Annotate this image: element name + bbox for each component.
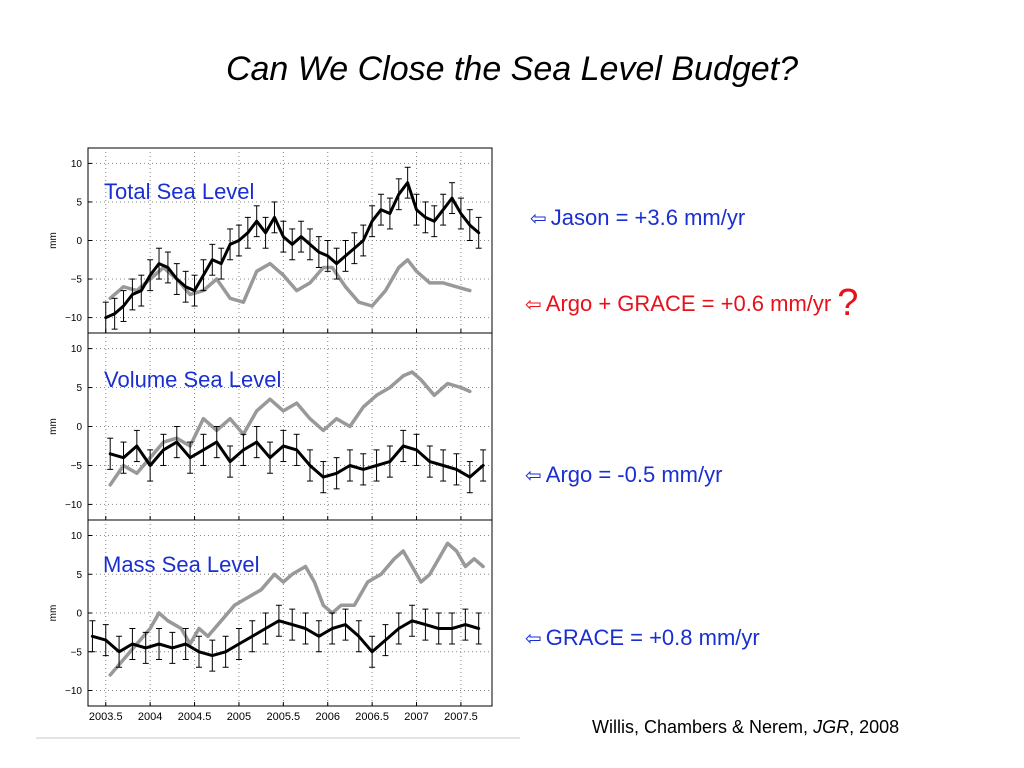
jason-annotation: ⇦ Jason = +3.6 mm/yr: [530, 205, 745, 231]
arrow-left-icon: ⇦: [525, 463, 542, 487]
x-tick-label: 2006: [315, 711, 339, 723]
y-tick-label: 0: [76, 236, 82, 247]
y-tick-label: 10: [71, 531, 83, 542]
y-axis-label: mm: [48, 418, 59, 435]
citation-journal: JGR: [813, 717, 850, 737]
citation-authors: Willis, Chambers & Nerem,: [592, 717, 809, 737]
series-line-gray: [108, 370, 472, 487]
question-mark: ?: [837, 282, 859, 324]
argo-grace-annotation-text: Argo + GRACE = +0.6 mm/yr: [545, 291, 832, 316]
arrow-left-icon: ⇦: [530, 206, 547, 230]
citation: Willis, Chambers & Nerem, JGR, 2008: [592, 717, 899, 738]
x-tick-label: 2004: [138, 711, 162, 723]
y-tick-label: 10: [71, 159, 83, 170]
jason-annotation-text: Jason = +3.6 mm/yr: [550, 205, 746, 230]
y-tick-label: −10: [65, 686, 82, 697]
panel-label: Volume Sea Level: [104, 367, 281, 392]
x-tick-label: 2007.5: [444, 711, 478, 723]
argo-annotation: ⇦ Argo = -0.5 mm/yr: [525, 462, 722, 488]
argo-grace-annotation: ⇦ Argo + GRACE = +0.6 mm/yr?: [525, 278, 859, 324]
x-tick-label: 2006.5: [355, 711, 389, 723]
grace-annotation-text: GRACE = +0.8 mm/yr: [545, 625, 760, 650]
y-tick-label: 5: [76, 570, 82, 581]
x-tick-label: 2005: [227, 711, 251, 723]
y-tick-label: 5: [76, 197, 82, 208]
series-line-black: [104, 181, 481, 320]
x-tick-label: 2005.5: [267, 711, 301, 723]
y-tick-label: 0: [76, 609, 82, 620]
panel-label: Total Sea Level: [104, 179, 254, 204]
x-tick-label: 2004.5: [178, 711, 212, 723]
y-axis-label: mm: [48, 232, 59, 249]
series-line-black: [108, 440, 485, 479]
arrow-left-icon: ⇦: [525, 292, 542, 316]
citation-year: , 2008: [849, 717, 900, 737]
y-axis-label: mm: [48, 605, 59, 622]
grace-annotation: ⇦ GRACE = +0.8 mm/yr: [525, 625, 760, 651]
x-tick-label: 2007: [404, 711, 428, 723]
series-line-gray: [108, 541, 485, 677]
y-tick-label: 0: [76, 422, 82, 433]
slide-title: Can We Close the Sea Level Budget?: [225, 50, 799, 88]
y-tick-label: 5: [76, 383, 82, 394]
panel-label: Mass Sea Level: [103, 552, 260, 577]
arrow-left-icon: ⇦: [525, 626, 542, 650]
series-line-black: [90, 619, 481, 658]
divider: [36, 737, 520, 739]
y-tick-label: −10: [65, 313, 82, 324]
y-tick-label: −5: [71, 275, 83, 286]
y-tick-label: −5: [71, 647, 83, 658]
x-tick-label: 2003.5: [89, 711, 123, 723]
y-tick-label: −5: [71, 461, 83, 472]
y-tick-label: 10: [71, 344, 83, 355]
argo-annotation-text: Argo = -0.5 mm/yr: [545, 462, 723, 487]
y-tick-label: −10: [65, 500, 82, 511]
